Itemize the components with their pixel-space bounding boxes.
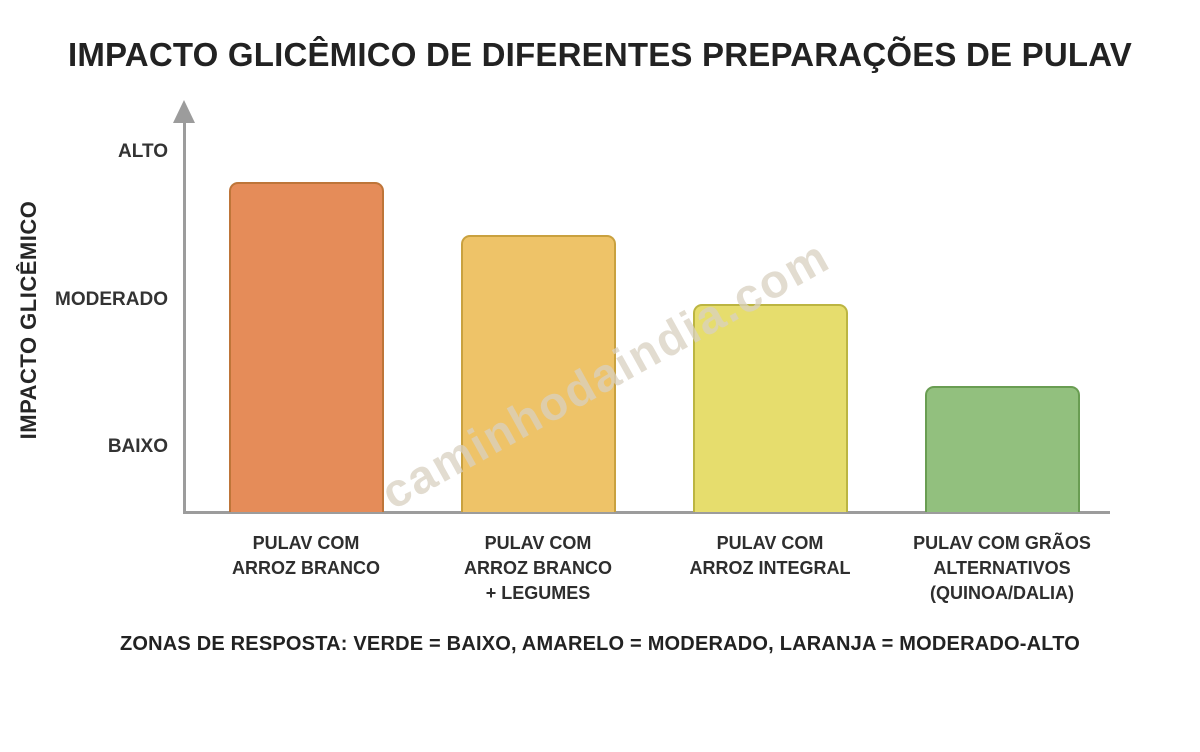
y-axis-title: IMPACTO GLICÊMICO [16,200,41,440]
y-tick-baixo: BAIXO [107,436,168,457]
bar-1 [228,182,384,512]
legend-note: ZONAS DE RESPOSTA: VERDE = BAIXO, AMAREL… [119,633,1081,655]
bar-2 [460,235,616,512]
x-label-2: PULAV COM ARROZ BRANCO + LEGUMES [464,533,612,603]
x-label-1: PULAV COM ARROZ BRANCO [232,533,380,578]
y-axis-line [183,112,186,514]
x-label-3: PULAV COM ARROZ INTEGRAL [689,533,851,578]
x-axis-line [183,511,1110,514]
bar-3 [692,304,848,512]
bar-4 [924,386,1080,512]
y-axis-arrow-icon [173,100,195,123]
y-tick-moderado: MODERADO [55,289,168,310]
x-label-4: PULAV COM GRÃOS ALTERNATIVOS (QUINOA/DAL… [913,533,1091,603]
y-tick-alto: ALTO [118,141,168,162]
chart-title: IMPACTO GLICÊMICO DE DIFERENTES PREPARAÇ… [67,36,1133,73]
